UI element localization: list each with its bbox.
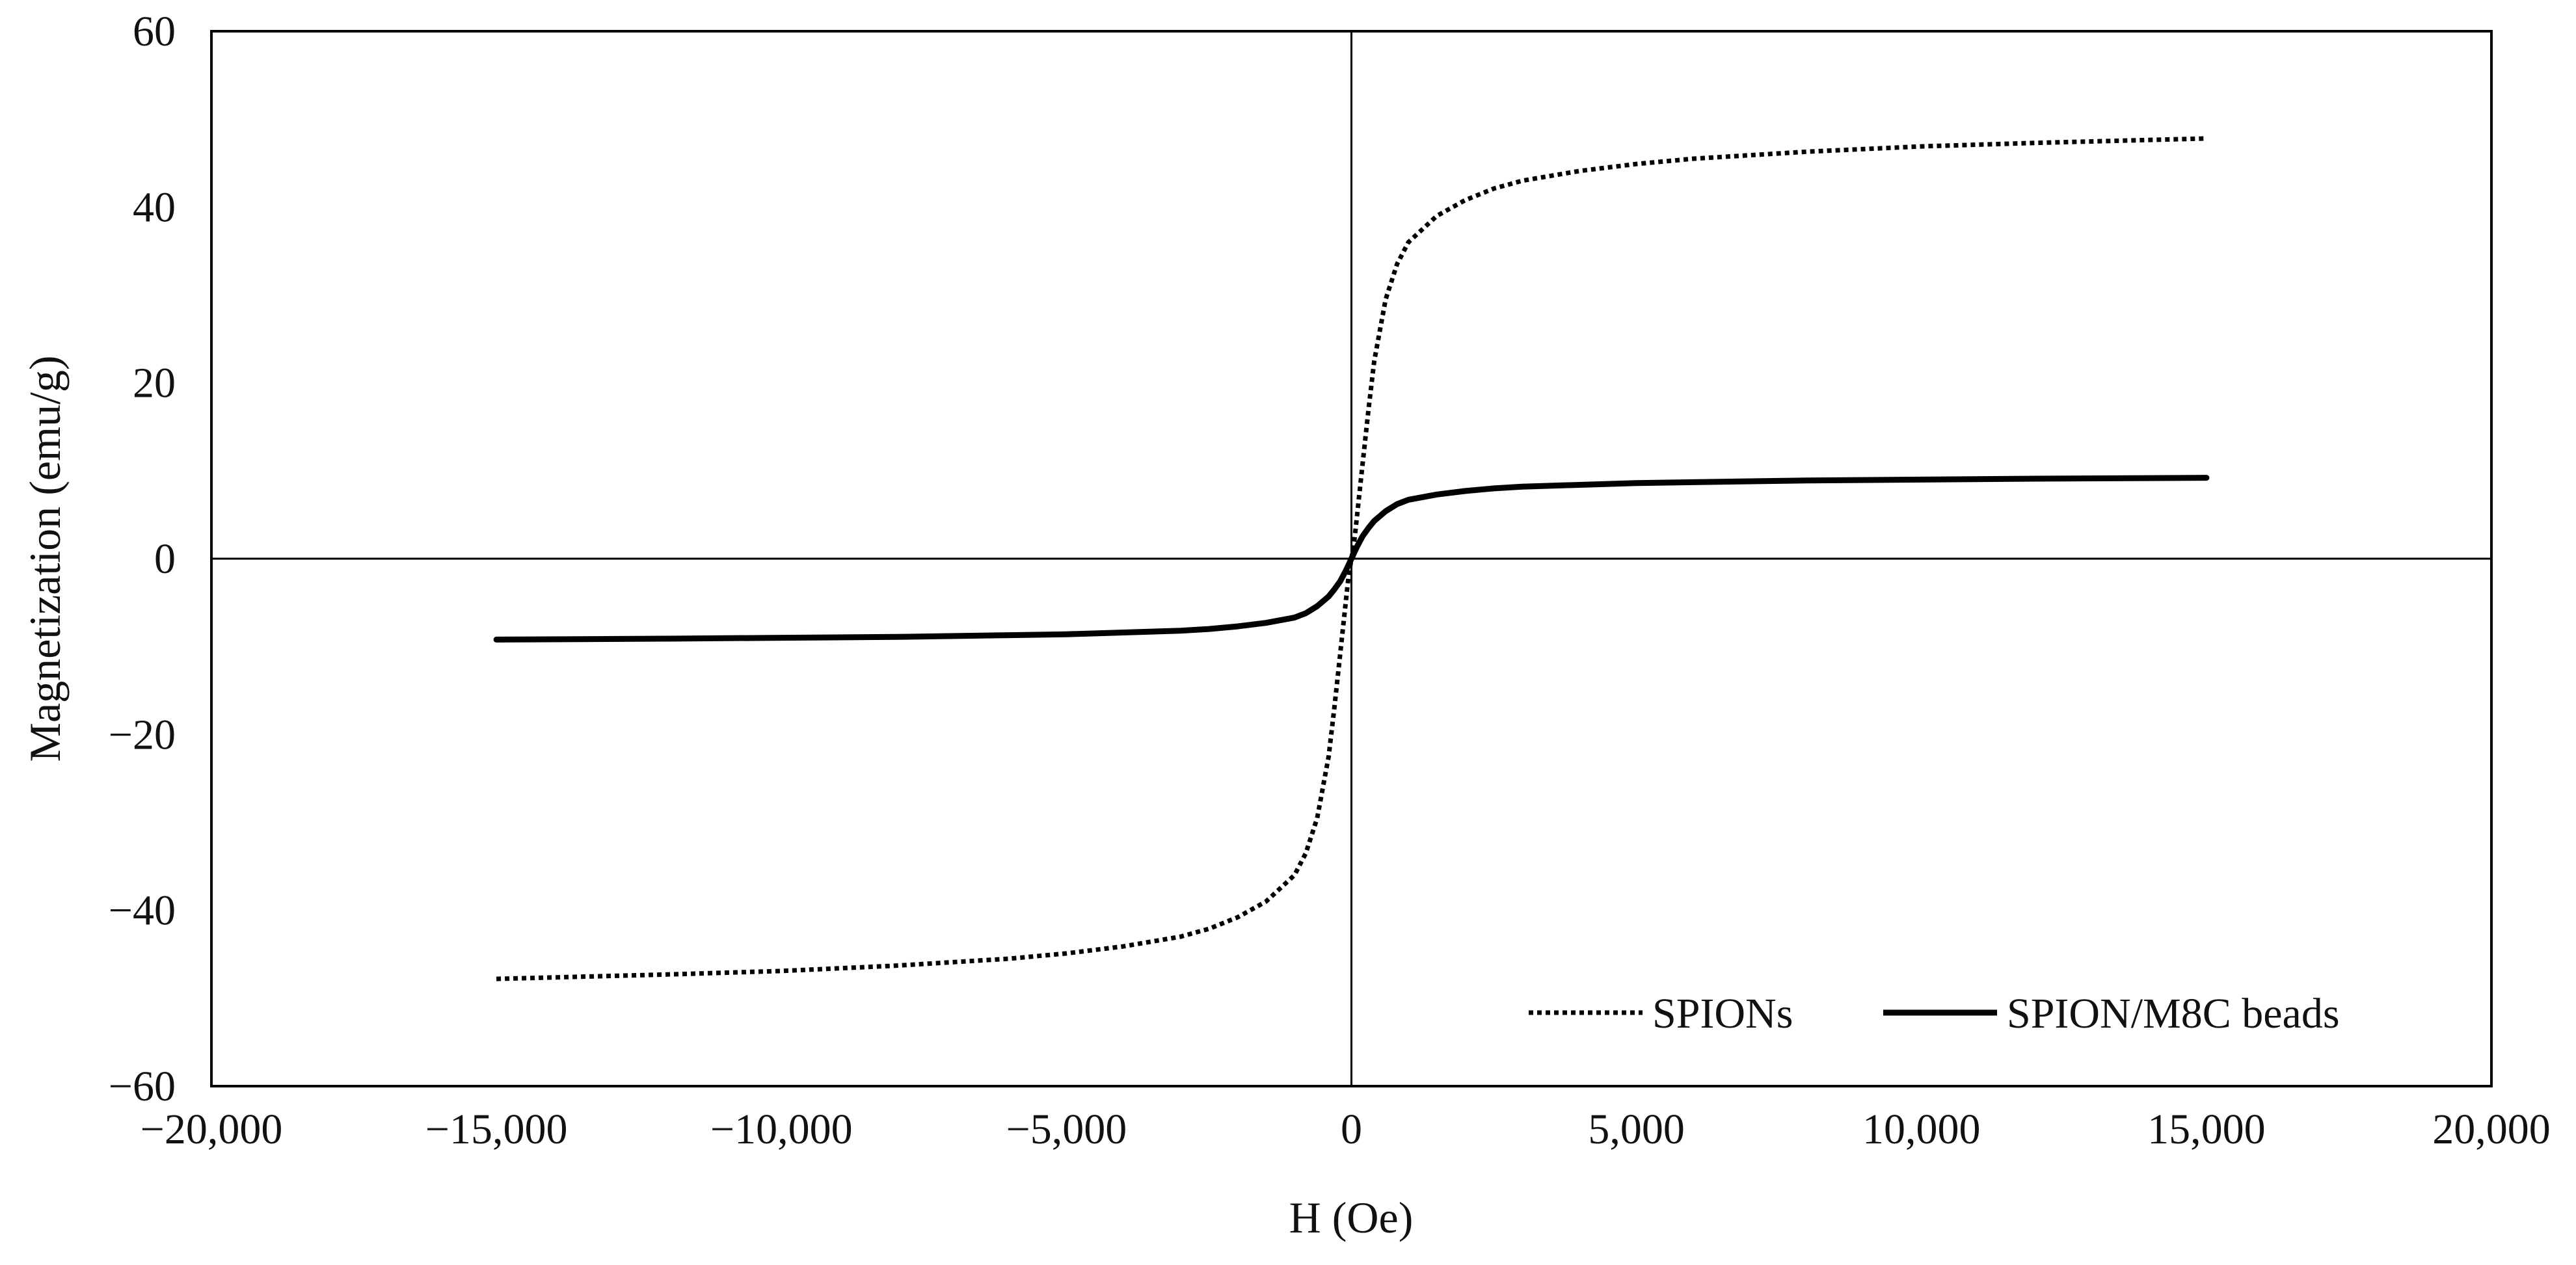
x-tick-label: 15,000 [2147,1106,2266,1153]
y-tick-label: 60 [133,8,176,55]
y-tick-label: 40 [133,183,176,231]
x-tick-label: 0 [1341,1106,1362,1153]
x-tick-label: −5,000 [1006,1106,1127,1153]
y-tick-label: −20 [109,711,176,758]
x-tick-label: −15,000 [425,1106,568,1153]
y-tick-label: 0 [154,535,176,583]
x-tick-label: −20,000 [141,1106,283,1153]
x-tick-label: 20,000 [2432,1106,2551,1153]
y-tick-label: −40 [109,887,176,935]
y-tick-labels: −60 −40 −20 0 20 40 60 [109,8,176,1110]
x-tick-label: 5,000 [1588,1106,1685,1153]
x-axis-title: H (Oe) [1289,1193,1414,1242]
y-axis-title: Magnetization (emu/g) [20,355,70,762]
y-tick-label: 20 [133,360,176,407]
x-tick-labels: −20,000 −15,000 −10,000 −5,000 0 5,000 10,000 1… [141,1106,2551,1153]
series-line-spions [496,136,2207,981]
series-lines [493,136,2210,981]
series-line-spion-m8c-beads [493,475,2210,643]
legend-label-spions: SPIONs [1652,990,1793,1037]
legend-label-spion-m8c-beads: SPION/M8C beads [2007,990,2340,1037]
x-tick-label: −10,000 [710,1106,853,1153]
x-tick-label: 10,000 [1862,1106,1981,1153]
y-tick-label: −60 [109,1063,176,1110]
legend: SPIONs SPION/M8C beads [1529,990,2340,1037]
